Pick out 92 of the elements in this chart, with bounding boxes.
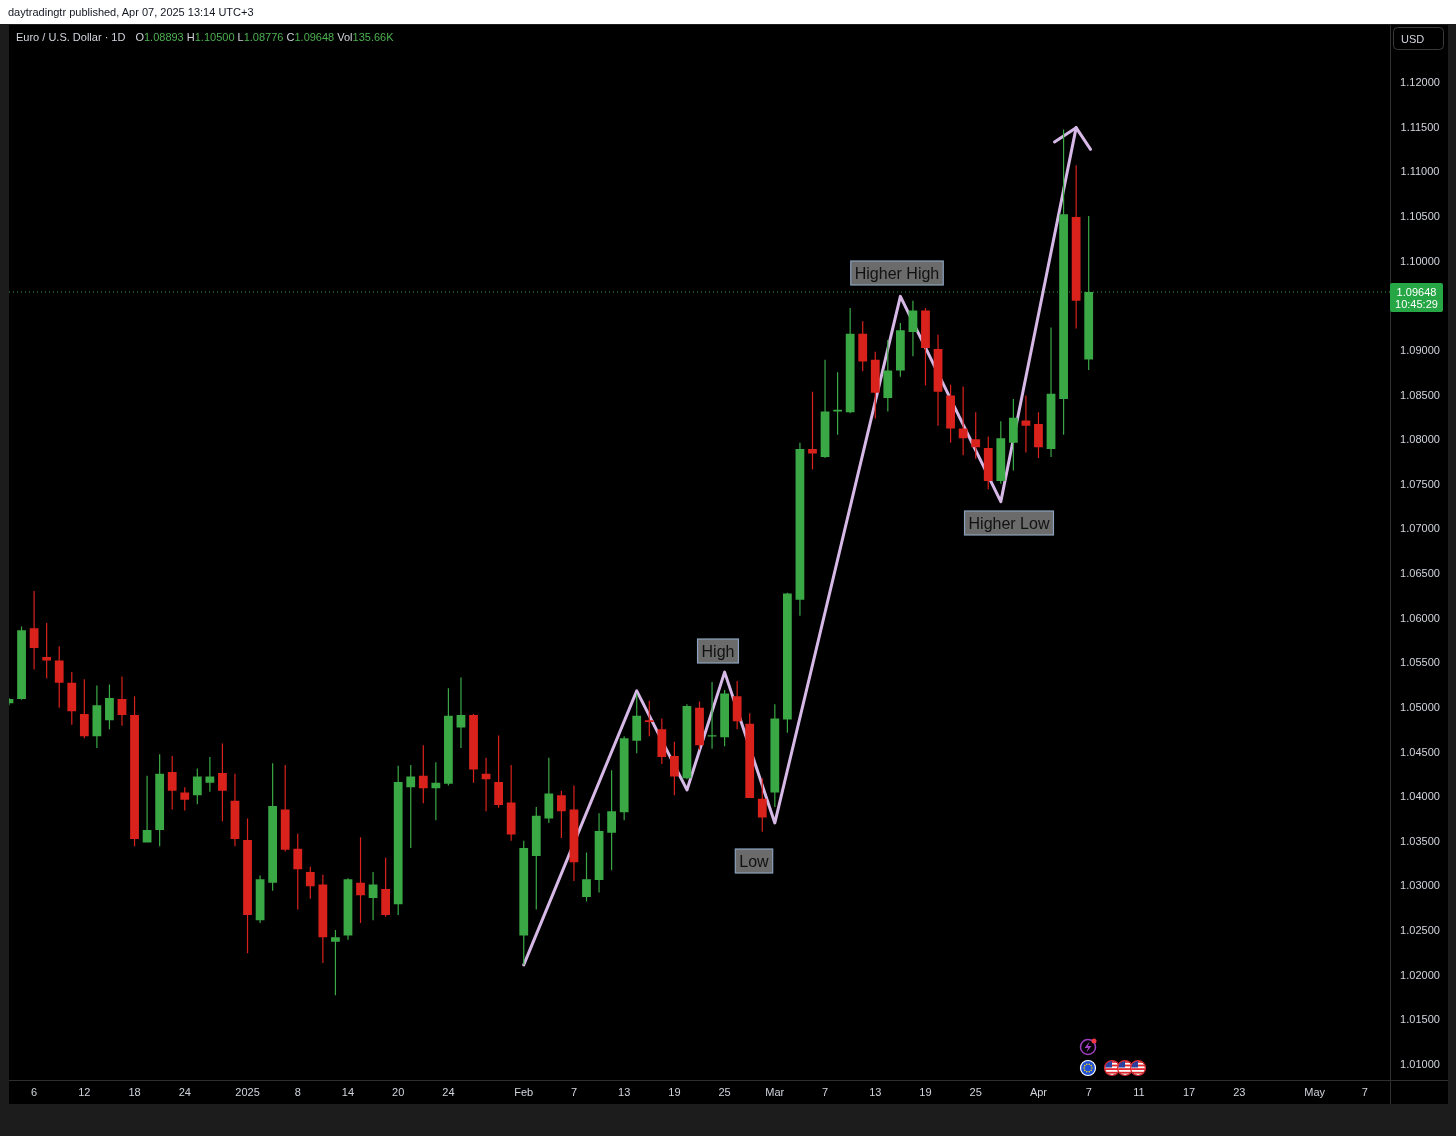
candlestick <box>670 741 679 796</box>
x-tick-label: 25 <box>718 1086 731 1098</box>
candlestick <box>381 857 391 917</box>
candlestick <box>456 677 466 748</box>
y-tick-label: 1.05500 <box>1400 656 1440 669</box>
annotation: Low <box>739 853 770 870</box>
x-tick-label: 14 <box>341 1086 355 1098</box>
x-tick-label: 23 <box>1233 1086 1246 1098</box>
candlestick <box>167 756 177 810</box>
x-tick-label: May <box>1304 1086 1326 1098</box>
text: O1.08893 H1.10500 L1.08776 C1.09648 Vol135.66K <box>135 31 394 43</box>
candlestick <box>444 688 453 786</box>
x-tick-label: 24 <box>178 1086 191 1098</box>
candlestick <box>243 818 252 954</box>
x-tick-label: Mar <box>765 1086 785 1098</box>
candlestick <box>657 718 667 765</box>
candlestick <box>368 872 378 921</box>
candlestick <box>1046 327 1056 457</box>
x-tick-label: Apr <box>1029 1086 1048 1098</box>
candlestick <box>983 436 993 490</box>
x-tick-label: 8 <box>294 1086 301 1098</box>
y-tick-label: 1.09000 <box>1400 343 1440 356</box>
x-tick-label: 17 <box>1183 1086 1196 1098</box>
y-tick-label: 1.08000 <box>1400 433 1440 446</box>
candlestick <box>732 681 742 730</box>
y-tick-label: 1.06000 <box>1400 611 1440 624</box>
annotation: Higher High <box>854 265 940 282</box>
candlestick <box>130 696 139 847</box>
candlestick <box>745 713 755 798</box>
x-tick-label: 19 <box>919 1086 932 1098</box>
candlestick <box>757 778 767 832</box>
x-tick-label: 13 <box>869 1086 882 1098</box>
candlestick <box>895 323 905 377</box>
y-tick-label: 1.05000 <box>1400 700 1440 713</box>
candlestick <box>883 340 893 412</box>
candlestick <box>331 930 340 996</box>
y-tick-label: 1.02000 <box>1400 968 1440 981</box>
candlestick <box>607 770 617 871</box>
candlestick <box>117 676 127 726</box>
y-tick-label: 1.10500 <box>1400 210 1440 223</box>
y-tick-label: 1.11500 <box>1400 120 1440 133</box>
y-tick-label: 1.04000 <box>1400 790 1440 803</box>
x-tick-label: 18 <box>128 1086 141 1098</box>
candlestick <box>268 763 278 891</box>
candlestick <box>707 681 717 749</box>
candlestick <box>996 421 1006 484</box>
y-tick-label: 1.07500 <box>1400 477 1440 490</box>
candlestick <box>481 757 491 812</box>
x-tick-label: 25 <box>969 1086 982 1098</box>
x-tick-label: 7 <box>1361 1086 1368 1098</box>
y-tick-label: 1.03500 <box>1400 834 1440 847</box>
candlestick <box>1059 129 1068 435</box>
y-tick-label: 1.03000 <box>1400 879 1440 892</box>
y-tick-label: 1.01500 <box>1400 1013 1440 1026</box>
y-tick-label: 1.12000 <box>1400 76 1440 89</box>
annotation: Higher Low <box>968 515 1050 532</box>
x-tick-label: 6 <box>31 1086 38 1098</box>
text: Euro / U.S. Dollar · 1D <box>16 31 126 43</box>
candlestick <box>393 765 403 915</box>
y-tick-label: 1.01000 <box>1400 1057 1440 1070</box>
x-tick-label: 24 <box>442 1086 455 1098</box>
candlestick <box>908 300 918 357</box>
x-tick-label: 13 <box>618 1086 631 1098</box>
candlestick <box>770 704 780 807</box>
candlestick <box>506 764 516 841</box>
y-tick-label: 1.07000 <box>1400 522 1440 535</box>
candlestick <box>17 626 26 700</box>
y-tick-label: 1.04500 <box>1400 745 1440 758</box>
x-tick-label: 7 <box>1085 1086 1092 1098</box>
candlestick <box>1021 395 1031 453</box>
y-tick-label: 1.06500 <box>1400 567 1440 580</box>
x-tick-label: 19 <box>668 1086 681 1098</box>
x-tick-label: 12 <box>78 1086 91 1098</box>
y-tick-label: 1.02500 <box>1400 924 1440 937</box>
y-tick-label: 1.08500 <box>1400 388 1440 401</box>
text: daytradingtr published, Apr 07, 2025 13:14 UTC+3 <box>8 6 254 18</box>
text: 10:45:29 <box>1395 298 1438 311</box>
candlestick <box>54 646 64 708</box>
candlestick <box>619 736 629 821</box>
y-tick-label: 1.10000 <box>1400 254 1440 267</box>
candlestick <box>933 334 943 426</box>
candlestick <box>820 359 830 458</box>
annotation: High <box>701 643 735 660</box>
x-tick-label: 20 <box>392 1086 405 1098</box>
y-tick-label: 1.11000 <box>1400 165 1440 178</box>
x-tick-label: 7 <box>821 1086 829 1098</box>
y-axis-title: USD <box>1401 32 1425 45</box>
x-tick-label: Feb <box>514 1086 534 1098</box>
ref-line-label: 1.09648 <box>1396 286 1437 299</box>
x-tick-label: 11 <box>1133 1086 1145 1098</box>
x-tick-label: 2025 <box>235 1086 260 1098</box>
x-tick-label: 7 <box>570 1086 578 1098</box>
